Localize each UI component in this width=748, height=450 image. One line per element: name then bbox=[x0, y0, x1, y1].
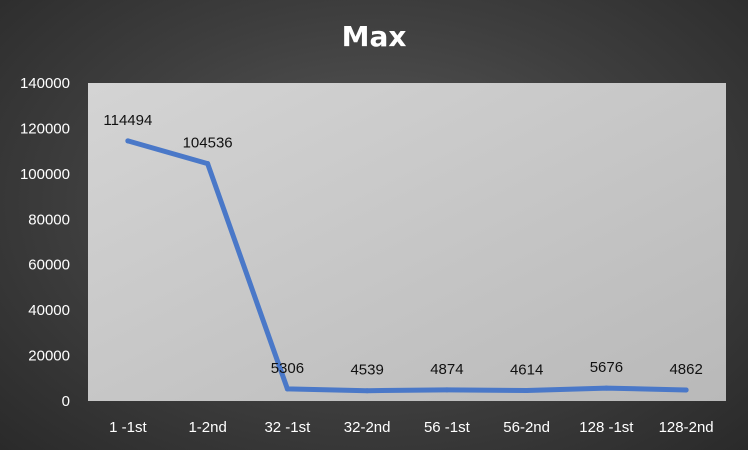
data-point bbox=[364, 388, 370, 394]
data-point bbox=[444, 387, 450, 393]
y-tick-label: 40000 bbox=[28, 302, 70, 319]
y-tick-label: 20000 bbox=[28, 348, 70, 365]
x-tick-label: 56-2nd bbox=[503, 419, 550, 436]
plot-area bbox=[88, 83, 726, 401]
data-label: 4539 bbox=[350, 362, 383, 379]
y-tick-label: 0 bbox=[62, 393, 70, 410]
y-tick-label: 80000 bbox=[28, 211, 70, 228]
x-tick-label: 128-2nd bbox=[659, 419, 714, 436]
y-tick-label: 60000 bbox=[28, 257, 70, 274]
data-point bbox=[683, 387, 689, 393]
x-tick-label: 32 -1st bbox=[264, 419, 311, 436]
series-group bbox=[125, 138, 689, 394]
data-labels: 114494 104536 5306 4539 4874 4614 5676 4862 bbox=[103, 112, 702, 379]
data-label: 5306 bbox=[271, 360, 304, 377]
series-line bbox=[125, 138, 689, 394]
data-label: 4614 bbox=[510, 362, 543, 379]
y-tick-label: 100000 bbox=[20, 166, 70, 183]
data-point bbox=[205, 161, 211, 167]
x-axis: 1 -1st 1-2nd 32 -1st 32-2nd 56 -1st 56-2nd 128… bbox=[109, 419, 714, 436]
x-tick-label: 1-2nd bbox=[188, 419, 226, 436]
y-tick-label: 140000 bbox=[20, 75, 70, 92]
x-tick-label: 1 -1st bbox=[109, 419, 147, 436]
y-axis: 0 20000 40000 60000 80000 100000 120000 140000 bbox=[20, 75, 70, 410]
x-tick-label: 32-2nd bbox=[344, 419, 391, 436]
data-label: 4862 bbox=[669, 361, 702, 378]
data-point bbox=[524, 388, 530, 394]
data-point bbox=[125, 138, 131, 144]
chart-title: Max bbox=[342, 20, 407, 53]
data-label: 5676 bbox=[590, 359, 623, 376]
y-tick-label: 120000 bbox=[20, 120, 70, 137]
x-tick-label: 56 -1st bbox=[424, 419, 471, 436]
data-label: 114494 bbox=[103, 112, 152, 129]
data-point bbox=[603, 385, 609, 391]
data-point bbox=[284, 386, 290, 392]
data-label: 4874 bbox=[430, 361, 463, 378]
x-tick-label: 128 -1st bbox=[579, 419, 634, 436]
data-label: 104536 bbox=[183, 135, 233, 152]
